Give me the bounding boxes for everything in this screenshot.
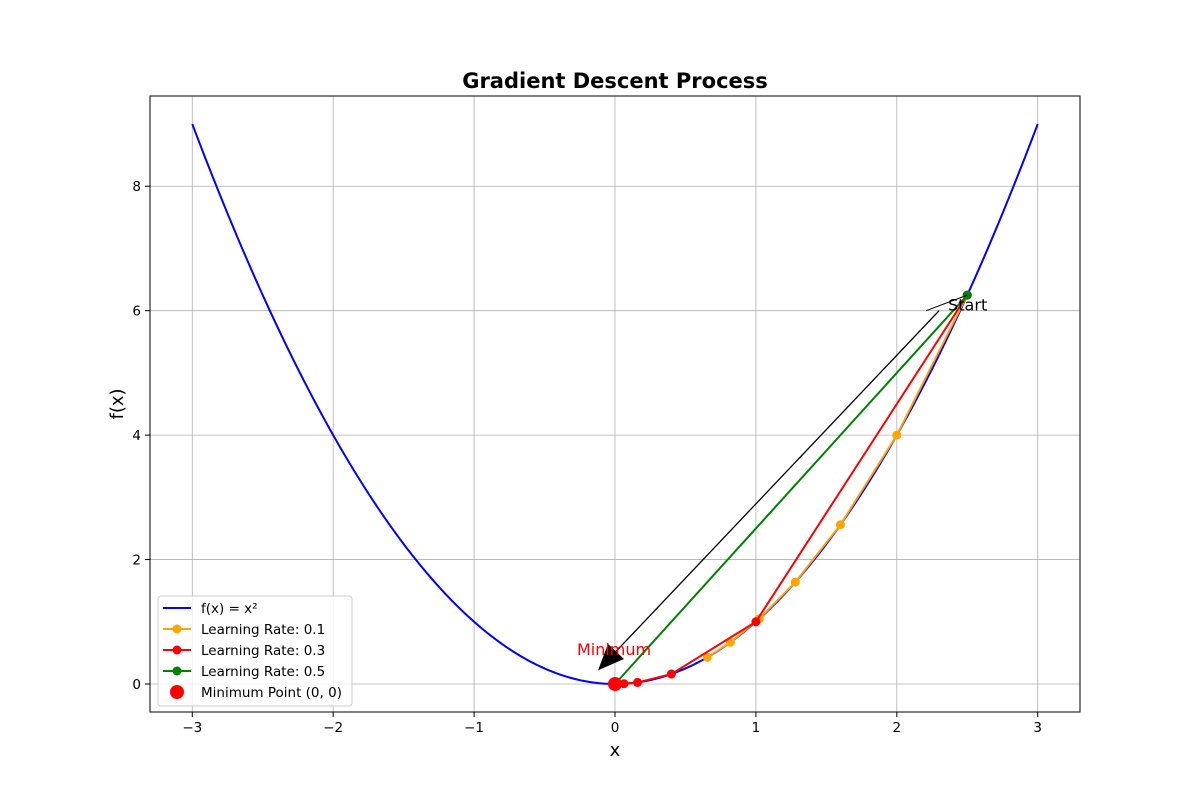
y-axis-label: f(x)	[107, 388, 128, 419]
series-point-0	[702, 652, 712, 662]
x-tick-label: −1	[464, 720, 484, 736]
y-tick-label: 6	[132, 304, 141, 320]
series-point-0	[835, 520, 845, 530]
legend-label: Minimum Point (0, 0)	[201, 685, 342, 701]
x-tick-label: −2	[323, 720, 343, 736]
legend-marker	[172, 624, 182, 634]
x-tick-label: −3	[182, 720, 202, 736]
minimum-point	[608, 677, 622, 691]
series-point-1	[751, 617, 761, 627]
legend-marker	[172, 666, 182, 676]
series-point-0	[790, 577, 800, 587]
y-tick-label: 2	[132, 553, 141, 569]
legend-box	[157, 595, 353, 707]
legend-label: Learning Rate: 0.3	[201, 643, 325, 659]
series-line-0	[706, 294, 969, 659]
y-tick-label: 0	[132, 677, 141, 693]
legend-label: f(x) = x²	[201, 601, 258, 617]
series-point-1	[633, 677, 643, 687]
x-tick-label: 1	[752, 720, 761, 736]
start-annotation-arrow	[925, 294, 968, 312]
annotations: Start Minimum	[577, 294, 987, 671]
plot-area	[191, 123, 1039, 691]
series-point-0	[892, 430, 902, 440]
start-annotation-label: Start	[948, 296, 987, 315]
x-tick-label: 2	[893, 720, 902, 736]
x-tick-label: 0	[611, 720, 620, 736]
y-tick-label: 8	[132, 179, 141, 195]
x-axis-label: x	[610, 740, 621, 761]
axis-ticks: −3 −2 −1 0 1 2 3 0 2 4 6 8	[132, 179, 1042, 736]
legend-label: Learning Rate: 0.1	[201, 622, 325, 638]
minimum-annotation-label: Minimum	[577, 640, 651, 659]
legend-label: Learning Rate: 0.5	[201, 664, 325, 680]
legend-marker	[170, 685, 184, 699]
x-tick-label: 3	[1033, 720, 1042, 736]
chart-title: Gradient Descent Process	[462, 69, 768, 93]
series-point-1	[619, 679, 629, 689]
minimum-annotation-arrow	[615, 310, 940, 652]
series-line-2	[614, 294, 969, 685]
y-tick-label: 4	[132, 428, 141, 444]
legend-marker	[172, 645, 182, 655]
series-point-1	[666, 669, 676, 679]
minimum-arrowhead	[598, 643, 624, 671]
legend: f(x) = x² Learning Rate: 0.1 Learning Rate…	[157, 595, 353, 707]
